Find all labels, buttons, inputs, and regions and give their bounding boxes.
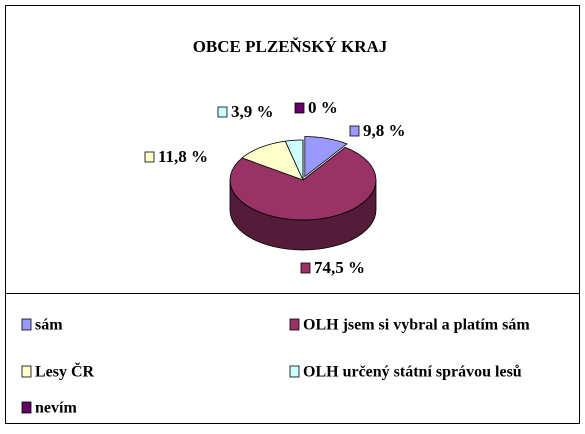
legend-label: OLH určený státní správou lesů [303,364,522,381]
legend-label: Lesy ČR [35,362,95,381]
label-swatch [349,125,360,137]
pie-slice [229,146,377,221]
pie-slice [304,136,348,178]
pie-slice [284,139,304,181]
label-swatch [217,106,228,118]
label-swatch [294,102,305,114]
legend-label: nevím [35,400,77,417]
data-label: 11,8 % [158,147,208,166]
legend-swatch [289,365,300,378]
legend-swatch [21,365,32,378]
label-swatch [144,151,155,163]
legend-label: sám [35,317,63,334]
legend-box [5,293,580,424]
legend-swatch [21,401,32,414]
chart-title: OBCE PLZEŇSKÝ KRAJ [193,37,388,56]
pie-slice [241,140,304,181]
data-label: 74,5 % [314,258,365,277]
data-label: 0 % [308,98,338,117]
legend-swatch [289,318,300,331]
label-swatch [300,262,311,274]
legend-swatch [21,318,32,331]
data-label: 9,8 % [363,121,406,140]
data-label: 3,9 % [231,102,274,121]
legend-label: OLH jsem si vybral a platím sám [303,317,530,334]
